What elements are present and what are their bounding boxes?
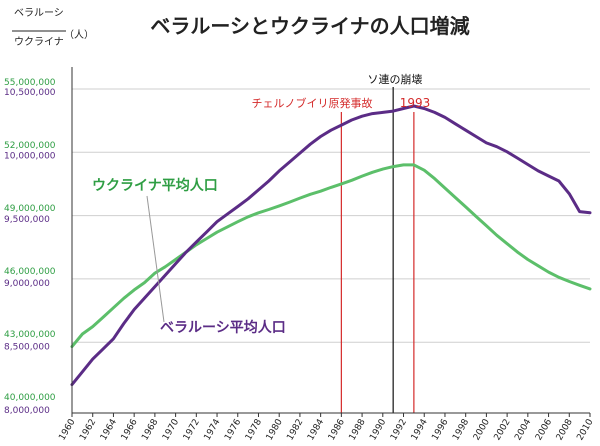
- x-tick-label: 2004: [513, 417, 533, 442]
- ukraine-label-leader: [146, 195, 165, 323]
- series-label-ukraine: ウクライナ平均人口: [92, 177, 218, 194]
- x-tick-label: 1974: [203, 417, 223, 442]
- axes: [71, 67, 591, 417]
- series-labels: ウクライナ平均人口 ベラルーシ平均人口: [92, 177, 286, 336]
- annotation-label-soviet-collapse: ソ連の崩壊: [368, 72, 423, 86]
- y-tick-label-belarus: 8,000,000: [4, 406, 50, 416]
- x-axis-ticks: 1960 1962 1964 1966 1968 1970 1972 1974 1976 1978…: [57, 417, 595, 442]
- x-tick-label: 1994: [410, 417, 430, 442]
- x-tick-label: 2010: [575, 417, 595, 442]
- annotation-label-chernobyl: チェルノブイリ原発事故: [252, 96, 373, 110]
- x-tick-label: 2000: [472, 417, 492, 442]
- series-line-belarus: [70, 104, 592, 387]
- annotation-label-1993: 1993: [400, 96, 431, 110]
- unit-label-unit: （人）: [64, 29, 94, 41]
- y-tick-label-belarus: 10,500,000: [4, 88, 56, 98]
- series-lines: [70, 104, 592, 387]
- x-tick-label: 1982: [285, 418, 305, 443]
- unit-label-top: ベラルーシ: [14, 7, 64, 19]
- x-tick-label: 1988: [348, 417, 368, 442]
- series-label-belarus: ベラルーシ平均人口: [160, 319, 286, 336]
- y-tick-label-ukraine: 46,000,000: [4, 267, 56, 277]
- y-tick-label-ukraine: 49,000,000: [4, 204, 56, 214]
- y-tick-label-belarus: 9,500,000: [4, 215, 50, 225]
- annotation-lines: [340, 87, 415, 413]
- x-tick-label: 1996: [430, 417, 450, 442]
- x-tick-label: 1976: [223, 417, 243, 442]
- x-tick-label: 1962: [78, 418, 98, 443]
- y-tick-label-ukraine: 40,000,000: [4, 393, 56, 403]
- x-tick-label: 2006: [534, 417, 554, 442]
- x-tick-label: 1966: [120, 417, 140, 442]
- chart-title: ベラルーシとウクライナの人口増減: [150, 14, 469, 38]
- y-tick-label-ukraine: 52,000,000: [4, 141, 56, 151]
- x-tick-label: 1978: [244, 417, 264, 442]
- y-axis-ticks: 40,000,000 8,000,000 43,000,000 8,500,000 46…: [4, 78, 56, 416]
- x-tick-label: 1980: [265, 417, 285, 442]
- annotation-labels: ソ連の崩壊 チェルノブイリ原発事故 1993: [252, 72, 431, 110]
- x-tick-label: 1968: [140, 417, 160, 442]
- unit-label-bottom: ウクライナ: [14, 36, 64, 48]
- unit-label: ベラルーシ ウクライナ （人）: [12, 7, 94, 48]
- x-tick-label: 1960: [57, 417, 77, 442]
- x-tick-label: 1970: [161, 417, 181, 442]
- x-tick-label: 1984: [306, 417, 326, 442]
- x-tick-label: 1998: [451, 417, 471, 442]
- y-tick-label-ukraine: 55,000,000: [4, 78, 56, 88]
- x-tick-label: 1964: [99, 417, 119, 442]
- y-tick-label-belarus: 8,500,000: [4, 342, 50, 352]
- y-tick-label-ukraine: 43,000,000: [4, 330, 56, 340]
- x-tick-label: 1990: [368, 417, 388, 442]
- series-line-ukraine: [70, 163, 592, 349]
- x-tick-label: 2008: [555, 417, 575, 442]
- x-tick-label: 2002: [493, 418, 513, 443]
- y-tick-label-belarus: 10,000,000: [4, 152, 56, 162]
- x-tick-label: 1972: [182, 418, 202, 443]
- y-tick-label-belarus: 9,000,000: [4, 279, 50, 289]
- x-tick-label: 1986: [327, 417, 347, 442]
- x-tick-label: 1992: [389, 418, 409, 443]
